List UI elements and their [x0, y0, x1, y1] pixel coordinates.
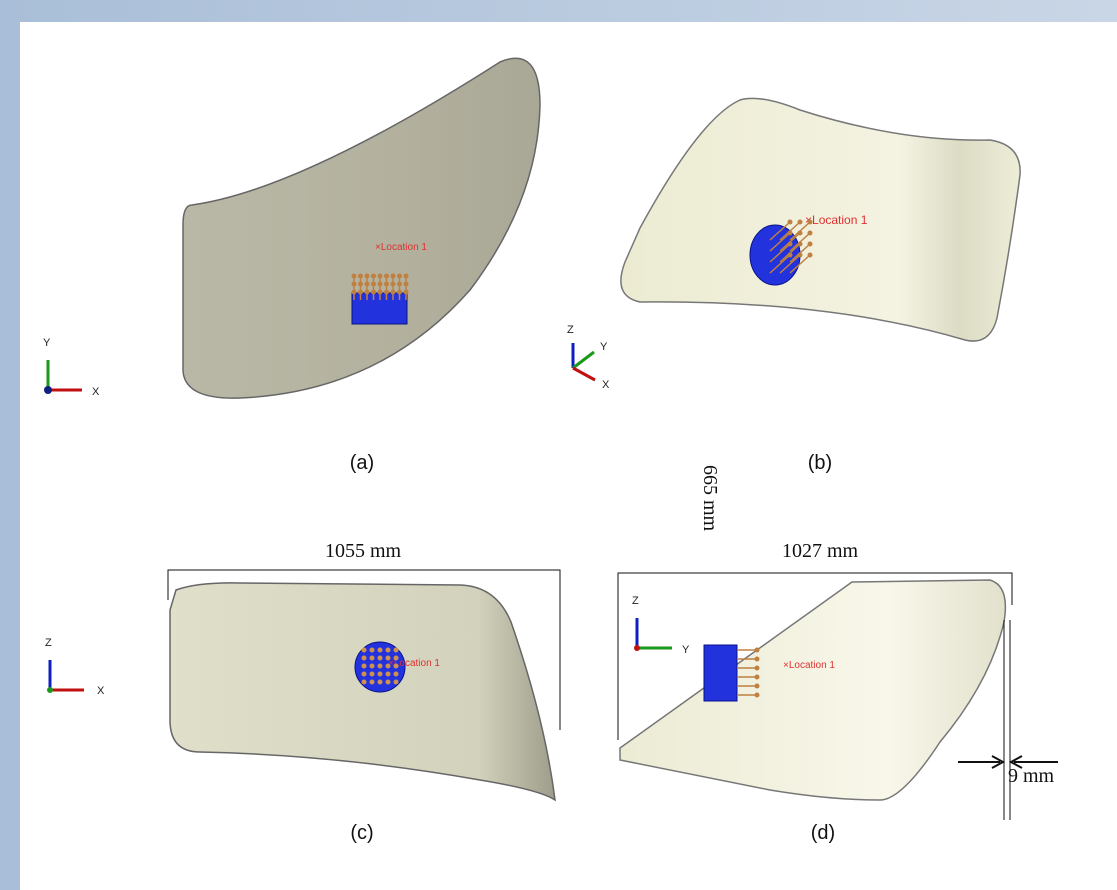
arrow-head	[754, 665, 760, 671]
arrow-head	[393, 671, 399, 677]
load-arrow	[769, 232, 791, 252]
dimension-label: 9 mm	[1008, 765, 1055, 787]
load-arrow	[779, 254, 801, 274]
shell-a	[182, 57, 541, 399]
load-arrow	[769, 243, 791, 263]
arrow-head	[754, 674, 760, 680]
arrow-head	[787, 219, 793, 225]
location-marker: ×Location 1	[375, 242, 427, 253]
shell-d	[619, 579, 1007, 801]
axis-label: X	[602, 379, 610, 391]
arrow-head	[377, 647, 383, 653]
arrow-head	[385, 663, 391, 669]
arrow-head	[364, 273, 370, 279]
arrow-head	[369, 647, 375, 653]
location-label: Location 1	[381, 242, 428, 253]
axis-triad: Z X	[45, 637, 105, 697]
arrow-head	[369, 663, 375, 669]
axis-label: Z	[45, 637, 52, 649]
arrow-head	[754, 647, 760, 653]
arrow-head	[754, 683, 760, 689]
dimension-label: 665 mm	[699, 465, 721, 532]
arrow-head	[361, 655, 367, 661]
arrow-head	[390, 273, 396, 279]
arrow-head	[358, 273, 363, 279]
arrow-head	[377, 671, 383, 677]
arrow-head	[371, 273, 376, 279]
arrow-head	[754, 692, 760, 698]
load-patch-d	[703, 644, 738, 702]
axis-label: Z	[632, 595, 639, 607]
axis-triad: Z Y	[632, 595, 690, 656]
arrow-head	[361, 647, 367, 653]
shell-c	[169, 582, 556, 802]
dimension-line	[167, 569, 561, 730]
load-arrows	[351, 219, 813, 698]
axis-triad: Z Y X	[567, 324, 610, 391]
location-label: Location 1	[394, 658, 441, 669]
arrow-head	[807, 230, 813, 236]
axis-label: Y	[682, 644, 690, 656]
dimension-arrows	[958, 755, 1058, 769]
arrow-head	[393, 679, 399, 685]
axis-label: Z	[567, 324, 574, 336]
arrow-head	[797, 219, 803, 225]
location-label: Location 1	[812, 213, 868, 227]
arrow-head	[369, 679, 375, 685]
axis-label: X	[92, 386, 100, 398]
dimension-label: 1027 mm	[782, 540, 859, 562]
arrow-head	[403, 273, 409, 279]
caption: (b)	[808, 452, 832, 474]
load-arrow	[769, 221, 791, 241]
arrow-head	[787, 252, 793, 258]
axis-label: X	[97, 685, 105, 697]
arrow-head	[377, 663, 383, 669]
location-marker: ×Location 1	[388, 658, 440, 669]
axis-label: Y	[600, 341, 608, 353]
arrow-head	[797, 230, 803, 236]
arrow-head	[361, 663, 367, 669]
shell-b	[620, 97, 1021, 342]
arrow-head	[797, 241, 803, 247]
arrow-head	[385, 647, 391, 653]
arrow-head	[384, 273, 389, 279]
arrow-head	[787, 230, 793, 236]
load-arrow	[769, 254, 791, 274]
arrow-head	[797, 252, 803, 258]
arrow-head	[351, 273, 357, 279]
arrow-head	[807, 219, 813, 225]
caption: (a)	[350, 452, 374, 474]
arrow-head	[361, 679, 367, 685]
dimension-label: 1055 mm	[325, 540, 402, 562]
arrow-head	[385, 655, 391, 661]
arrow-head	[377, 655, 383, 661]
arrow-head	[377, 273, 383, 279]
load-arrow	[789, 254, 811, 274]
arrow-head	[754, 656, 760, 662]
arrow-head	[369, 671, 375, 677]
caption: (d)	[811, 822, 835, 844]
caption: (c)	[350, 822, 373, 844]
arrow-head	[393, 663, 399, 669]
axis-label: Y	[43, 337, 51, 349]
arrow-head	[385, 679, 391, 685]
location-marker: ×Location 1	[805, 213, 868, 227]
location-marker: ×Location 1	[783, 660, 835, 671]
axis-triad: Y X	[43, 337, 100, 398]
arrow-head	[393, 647, 399, 653]
dimension-line	[617, 572, 1013, 740]
arrow-head	[787, 241, 793, 247]
arrow-head	[393, 655, 399, 661]
arrow-head	[397, 273, 402, 279]
arrow-head	[377, 679, 383, 685]
arrow-head	[361, 671, 367, 677]
arrow-head	[385, 671, 391, 677]
location-label: Location 1	[789, 660, 836, 671]
arrow-head	[807, 252, 813, 258]
arrow-head	[807, 241, 813, 247]
arrow-head	[369, 655, 375, 661]
